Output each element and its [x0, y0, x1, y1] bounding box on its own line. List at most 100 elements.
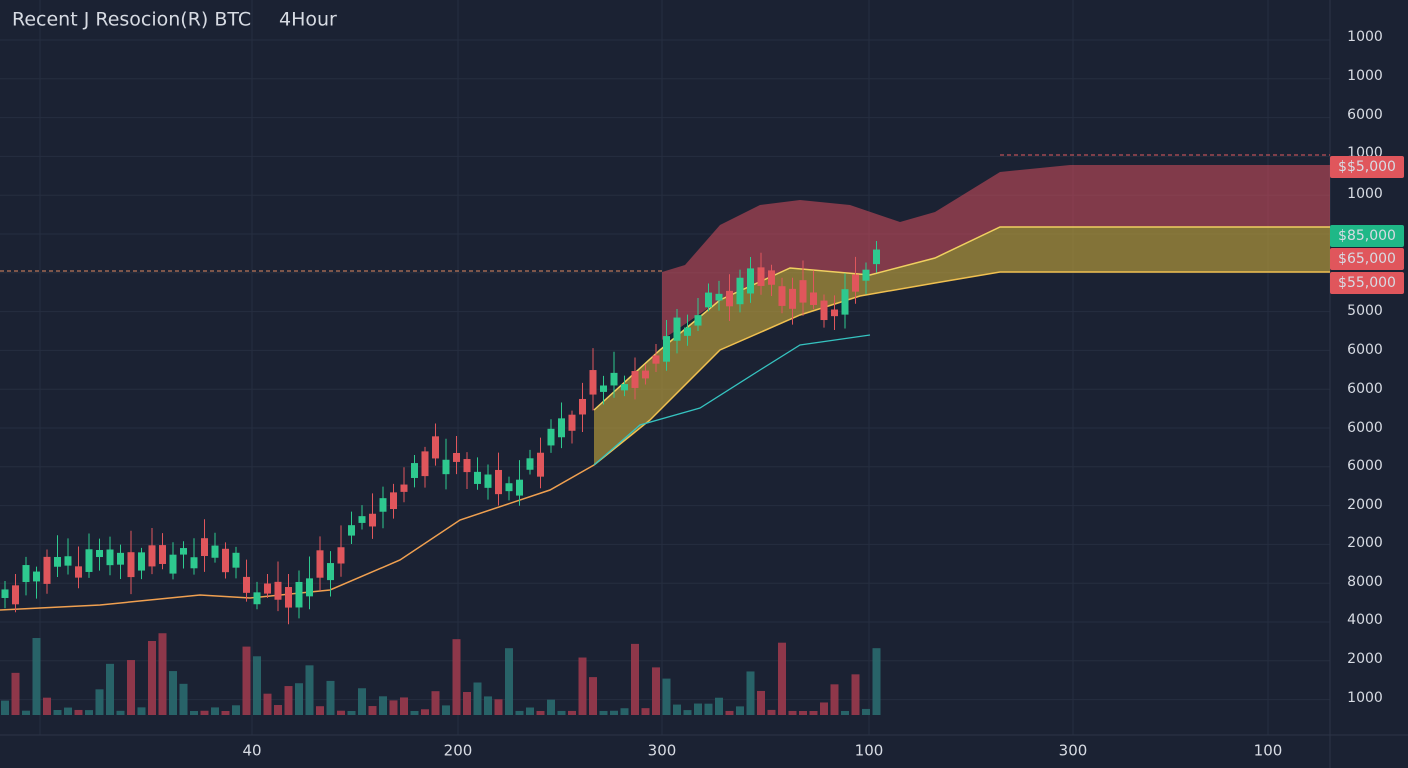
volume-bar	[830, 684, 839, 715]
volume-bar	[578, 657, 587, 715]
volume-bar	[11, 672, 20, 715]
candle-body	[358, 516, 366, 523]
candle-body	[64, 556, 72, 566]
candle-body	[810, 292, 817, 305]
support-zone	[594, 227, 1330, 465]
volume-bar	[43, 697, 51, 715]
candle-body	[505, 483, 513, 492]
candle-body	[463, 459, 471, 473]
chart-title: Recent J Resocion(R) BTC	[12, 9, 251, 31]
candle-body	[369, 513, 376, 527]
volume-bar	[757, 690, 765, 715]
candle-body	[190, 557, 198, 569]
candle-body	[694, 315, 702, 326]
candle-body	[873, 249, 880, 265]
resistance-zone	[662, 165, 1330, 340]
candle-body	[736, 277, 744, 305]
candle-body	[705, 292, 712, 308]
volume	[1, 633, 881, 715]
price-label: 2000	[1347, 651, 1383, 667]
price-tag-label: $85,000	[1338, 228, 1396, 244]
price-tag-label: $$5,000	[1338, 159, 1396, 175]
volume-bar	[400, 697, 408, 715]
volume-bar	[305, 665, 314, 715]
price-label: 2000	[1347, 535, 1383, 551]
candle-body	[715, 293, 723, 301]
candle-body	[400, 484, 408, 492]
volume-bar	[74, 709, 83, 715]
volume-bar	[1, 700, 9, 715]
volume-bar	[190, 710, 198, 715]
volume-bar	[809, 710, 818, 715]
candle-body	[96, 549, 103, 558]
candle-body	[600, 385, 607, 392]
candle-body	[180, 548, 187, 555]
volume-bar	[263, 693, 272, 715]
volume-bar	[295, 683, 303, 715]
volume-bar	[179, 683, 188, 715]
volume-bar	[536, 710, 545, 715]
candle-body	[285, 587, 292, 608]
volume-bar	[610, 710, 618, 715]
volume-bar	[221, 711, 230, 715]
price-label: 6000	[1347, 420, 1383, 436]
volume-bar	[788, 710, 797, 715]
candle-body	[589, 370, 597, 395]
time-label: 200	[444, 742, 473, 760]
volume-bar	[484, 696, 492, 715]
moving-average	[593, 334, 871, 466]
volume-bar	[127, 660, 135, 715]
volume-bar	[452, 639, 461, 715]
price-label: 8000	[1347, 574, 1383, 590]
volume-bar	[526, 707, 534, 715]
candle-body	[106, 549, 114, 566]
candle-body	[663, 336, 670, 362]
price-label: 2000	[1347, 497, 1383, 513]
price-label: 1000	[1347, 68, 1383, 84]
volume-bar	[158, 633, 167, 715]
volume-bar	[316, 706, 324, 715]
volume-bar	[851, 674, 860, 715]
volume-bar	[662, 678, 671, 715]
time-label: 100	[855, 742, 884, 760]
volume-bar	[473, 682, 482, 715]
volume-bar	[715, 697, 723, 715]
volume-bar	[799, 710, 807, 715]
price-label: 1000	[1347, 186, 1383, 202]
price-label: 6000	[1347, 381, 1383, 397]
volume-bar	[620, 708, 629, 715]
volume-bar	[253, 656, 261, 715]
candle-body	[169, 554, 177, 574]
candle-body	[211, 545, 219, 558]
price-tag	[1330, 272, 1404, 294]
candle-body	[222, 548, 229, 573]
volume-bar	[725, 710, 734, 715]
candle-body	[474, 471, 481, 484]
volume-bar	[778, 642, 786, 715]
volume-bar	[326, 680, 335, 715]
candle-body	[558, 418, 565, 438]
volume-bar	[106, 663, 114, 715]
volume-bar	[32, 638, 41, 715]
candle-body	[484, 474, 492, 488]
volume-bar	[547, 699, 555, 715]
candle-body	[547, 428, 555, 446]
candle-body	[789, 288, 796, 309]
time-label: 300	[1059, 742, 1088, 760]
candle-body	[642, 370, 649, 379]
volume-bar	[641, 708, 650, 715]
candle-body	[421, 451, 429, 477]
candle-body	[820, 300, 828, 321]
candle-body	[295, 581, 303, 608]
volume-bar	[463, 692, 471, 715]
candle-body	[22, 565, 30, 583]
candle-body	[453, 452, 460, 462]
candle-body	[411, 463, 418, 478]
volume-bar	[274, 705, 282, 715]
candle-body	[117, 552, 124, 565]
candle-body	[348, 525, 355, 536]
price-label: 1000	[1347, 690, 1383, 706]
candle-body	[526, 458, 534, 470]
candle-body	[54, 556, 61, 567]
